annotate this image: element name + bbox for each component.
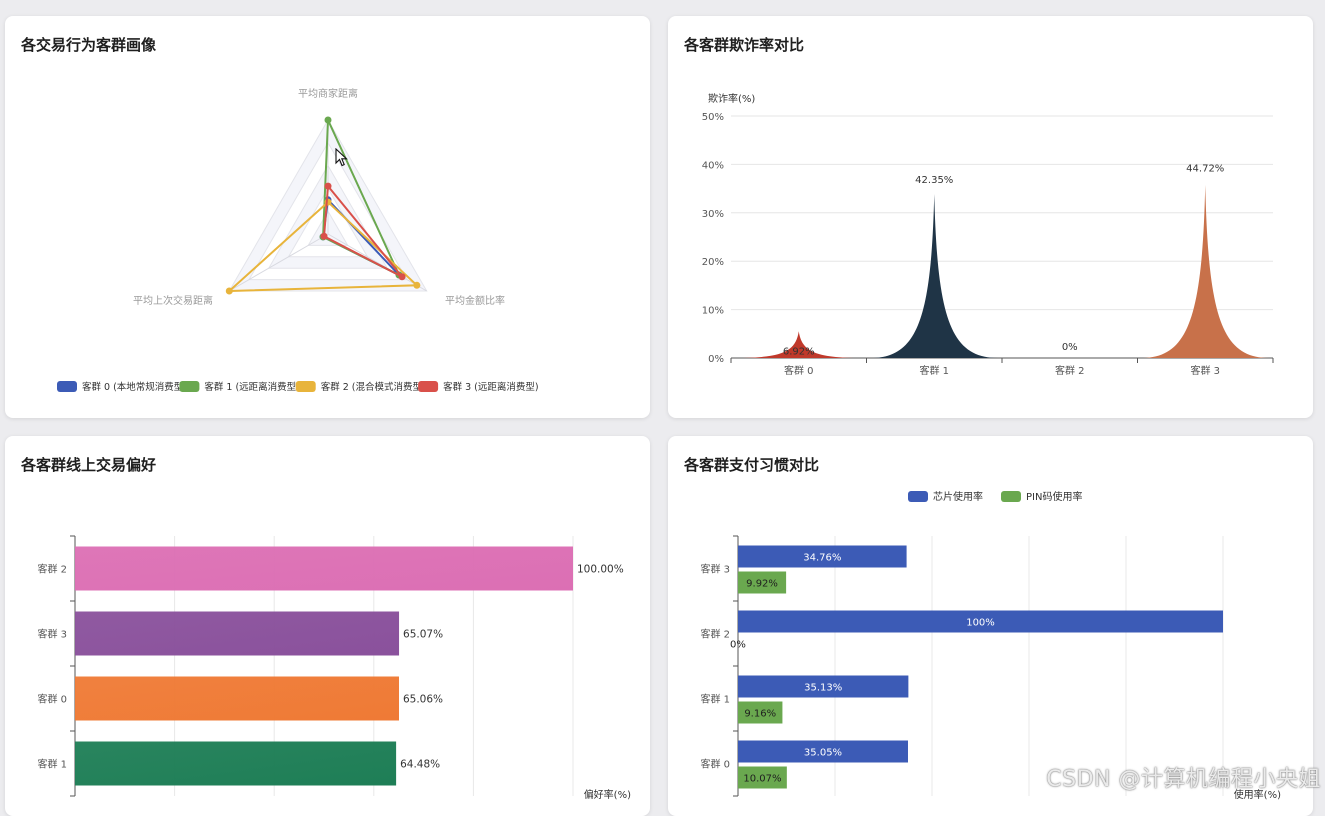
data-label: 65.07% [403, 629, 443, 641]
radar-indicator-label: 平均金额比率 [445, 294, 505, 307]
y-tick-label: 0% [708, 354, 724, 365]
data-label: 9.92% [746, 579, 778, 590]
payment-card: 各客群支付习惯对比 芯片使用率 PIN码使用率客群 3 34.76% 9.92% 客群 … [668, 436, 1313, 816]
watermark: CSDN @计算机编程小央姐 [1046, 767, 1321, 792]
legend-swatch [295, 381, 316, 392]
data-label: 35.05% [804, 748, 842, 759]
data-label: 0% [730, 640, 746, 651]
y-tick-label: 客群 3 [700, 563, 730, 576]
x-tick-label: 客群 3 [1190, 364, 1220, 377]
fraud-card-title: 各客群欺诈率对比 [684, 36, 805, 54]
legend-swatch [908, 491, 928, 502]
legend-label: 客群 1 (远距离消费型) [204, 381, 300, 393]
legend-label: 客群 0 (本地常规消费型) [82, 381, 187, 393]
y-tick-label: 客群 0 [37, 693, 67, 706]
data-label: 0% [1062, 342, 1078, 353]
bar-chip [738, 610, 1223, 633]
legend-swatch [418, 381, 439, 392]
radar-series-point [320, 232, 328, 240]
data-label: 10.07% [743, 774, 781, 785]
bar-pin [738, 701, 783, 724]
y-tick-label: 客群 2 [37, 563, 67, 576]
legend-label: 客群 2 (混合模式消费型) [321, 381, 426, 393]
y-tick-label: 30% [702, 209, 724, 220]
y-tick-label: 客群 1 [700, 693, 730, 706]
legend-label: PIN码使用率 [1026, 490, 1082, 503]
y-tick-label: 客群 2 [700, 628, 730, 641]
bar [75, 611, 400, 656]
payment-card-title: 各客群支付习惯对比 [684, 456, 820, 474]
online-card: 各客群线上交易偏好 客群 2 100.00% 客群 3 65.07% 客群 0 65.06… [5, 436, 650, 816]
x-tick-label: 客群 0 [784, 364, 814, 377]
data-label: 6.92% [783, 347, 815, 358]
bar [75, 546, 573, 591]
data-label: 9.16% [744, 709, 776, 720]
y-tick-label: 40% [702, 160, 724, 171]
data-label: 34.76% [803, 553, 841, 564]
x-tick-label: 客群 1 [919, 364, 949, 377]
radar-series-point [324, 116, 332, 124]
online-card-title: 各客群线上交易偏好 [21, 456, 157, 474]
x-axis-title: 使用率(%) [1234, 788, 1281, 801]
y-tick-label: 50% [702, 112, 724, 123]
mouse-cursor-icon [335, 148, 348, 167]
bar-chip [738, 545, 907, 568]
radar-series-line [226, 200, 420, 293]
data-label: 44.72% [1186, 164, 1224, 175]
radar-series-point [398, 273, 406, 281]
radar-indicator-label: 平均上次交易距离 [133, 294, 213, 307]
radar-card: 各交易行为客群画像 平均商家距离平均金额比率 平均上次交易距离客群 0 (本地常规… [5, 16, 650, 418]
bar-pin [738, 571, 787, 594]
fraud-card: 各客群欺诈率对比 欺诈率(%) 0% 10% 20% 30% 40% 50% 客群 0 6.92… [668, 16, 1313, 418]
online-chart: 客群 2 100.00% 客群 3 65.07% 客群 0 65.06% 客群 1 64.48… [37, 535, 631, 801]
radar-card-title: 各交易行为客群画像 [21, 36, 157, 54]
bar [75, 676, 399, 721]
fraud-spike [870, 194, 998, 358]
radar-axis [327, 233, 427, 292]
radar-series-point [413, 281, 421, 289]
bar [75, 741, 397, 786]
legend-label: 芯片使用率 [933, 490, 983, 503]
y-tick-label: 10% [702, 306, 724, 317]
x-axis-title: 偏好率(%) [584, 788, 631, 801]
legend-swatch [179, 381, 200, 392]
legend-swatch [1001, 491, 1021, 502]
y-tick-label: 客群 3 [37, 628, 67, 641]
fraud-spike [1141, 184, 1269, 358]
fraud-spike [735, 331, 863, 358]
y-tick-label: 客群 0 [700, 758, 730, 771]
radar-series-point [324, 182, 332, 190]
data-label: 35.13% [804, 683, 842, 694]
radar-indicator-label: 平均商家距离 [298, 87, 358, 100]
data-label: 100% [966, 618, 995, 629]
x-tick-label: 客群 2 [1055, 364, 1085, 377]
fraud-chart: 欺诈率(%) 0% 10% 20% 30% 40% 50% 客群 0 6.92% 客群 1 42.3… [702, 92, 1274, 377]
radar-axis [229, 233, 329, 292]
radar-series-point [225, 287, 233, 295]
data-label: 64.48% [400, 759, 440, 771]
data-label: 42.35% [915, 175, 953, 186]
data-label: 65.06% [403, 694, 443, 706]
y-tick-label: 20% [702, 257, 724, 268]
legend-swatch [57, 381, 77, 392]
bar-pin [738, 766, 787, 789]
data-label: 100.00% [577, 564, 624, 576]
legend-label: 客群 3 (远距离消费型) [443, 381, 538, 393]
y-axis-title: 欺诈率(%) [708, 92, 755, 105]
bar-chip [738, 740, 908, 763]
radar-series-line [323, 183, 403, 278]
y-tick-label: 客群 1 [37, 758, 67, 771]
bar-chip [738, 675, 909, 698]
